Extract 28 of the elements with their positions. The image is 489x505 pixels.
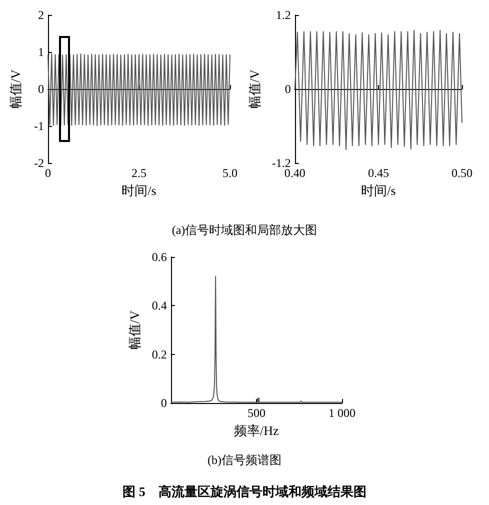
x-axis-title: 时间/s [361, 182, 396, 198]
y-tick-label: 2 [38, 8, 44, 22]
x-tick-label: 0.50 [452, 166, 472, 180]
y-tick-label: -1 [34, 119, 44, 133]
y-axis-title: 幅值/V [8, 68, 23, 108]
x-tick-label: 0.45 [368, 166, 389, 180]
caption: 图 5 高流量区旋涡信号时域和频域结果图 [122, 483, 368, 501]
y-axis-title: 幅值/V [247, 68, 262, 108]
x-axis-title: 时间/s [122, 182, 156, 198]
y-tick-label: 1.2 [276, 8, 291, 22]
y-tick-label: 0 [38, 82, 44, 96]
x-tick-label: 5.0 [222, 166, 238, 180]
line-series [48, 53, 230, 126]
line-series [294, 30, 462, 150]
x-axis-title: 频率/Hz [234, 422, 280, 438]
y-tick-label: -2 [34, 156, 44, 170]
x-tick-label: 500 [247, 406, 266, 420]
y-tick-label: 0.6 [152, 250, 167, 264]
y-tick-label: 0.2 [152, 347, 167, 362]
x-tick-label: 2.5 [132, 166, 146, 180]
x-tick-label: 1 000 [328, 406, 356, 420]
y-axis-title: 幅值/V [127, 310, 142, 350]
text: (b)信号频谱图 [206, 452, 282, 469]
text: (a)信号时域图和局部放大图 [170, 222, 318, 239]
y-tick-label: 0 [284, 82, 291, 96]
y-tick-label: 0.4 [152, 298, 167, 313]
y-tick-label: 1 [38, 45, 44, 59]
y-tick-label: 0 [160, 396, 167, 410]
